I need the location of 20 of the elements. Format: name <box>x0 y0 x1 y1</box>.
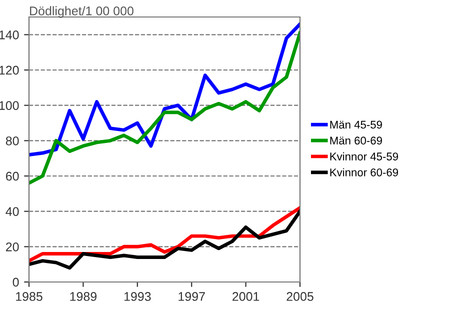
y-tick-label: 80 <box>6 136 19 146</box>
y-tick-label: 60 <box>6 172 19 181</box>
y-tick-label: 40 <box>6 207 19 216</box>
legend-label: Kvinnor 45-59 <box>330 152 398 160</box>
line-series <box>29 206 300 263</box>
y-axis-title: Dödlighet/1 00 000 <box>30 6 134 18</box>
y-tick-label: 0 <box>12 278 19 287</box>
x-tick-label: 2001 <box>232 292 260 301</box>
line-series <box>29 31 300 185</box>
y-tick-label: 20 <box>6 242 19 252</box>
legend-label: Män 60-69 <box>330 136 382 145</box>
x-tick-label: 1985 <box>16 292 42 301</box>
x-tick-label: 1989 <box>70 292 97 301</box>
line-series <box>29 210 300 270</box>
x-tick-label: 1993 <box>124 292 151 301</box>
x-tick-label: 2005 <box>286 292 314 301</box>
legend-label: Kvinnor 60-69 <box>330 168 398 176</box>
x-tick-label: 1997 <box>178 292 205 301</box>
line-series <box>29 22 300 157</box>
legend-label: Män 45-59 <box>330 120 382 129</box>
